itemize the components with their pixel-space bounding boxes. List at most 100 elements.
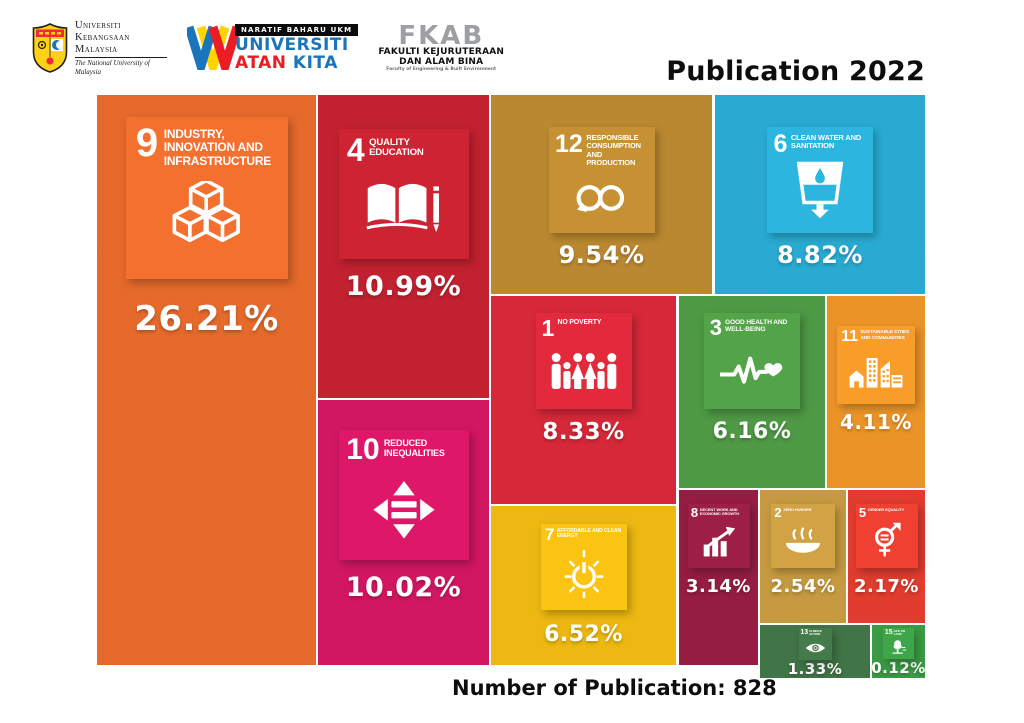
sdg10-title: REDUCED INEQUALITIES	[383, 438, 445, 459]
sdg10-icon-square: 10 REDUCED INEQUALITIES	[338, 430, 469, 560]
fkab-line3: Faculty of Engineering & Built Environme…	[386, 67, 497, 73]
sdg15-number: 15	[884, 628, 893, 636]
sdg5-percent: 2.17%	[854, 576, 919, 597]
sdg3-tile: 3 GOOD HEALTH AND WELL-BEING 6.16%	[679, 296, 825, 488]
sdg7-title: AFFORDABLE AND CLEAN ENERGY	[556, 527, 622, 540]
sdg9-title: INDUSTRY, INNOVATION AND INFRASTRUCTURE	[163, 126, 272, 168]
sdg1-title: NO POVERTY	[557, 319, 602, 327]
sdg13-title: CLIMATE ACTION	[809, 629, 822, 637]
sdg15-tile: 15 LIFE ON LAND 0.12%	[871, 625, 926, 678]
sdg15-icon-square: 15 LIFE ON LAND	[883, 628, 914, 659]
sdg12-tile: 12 RESPONSIBLE CONSUMPTION AND PRODUCTION…	[491, 95, 712, 294]
watan-line1: UNIVERSITI	[235, 35, 349, 56]
sdg1-number: 1	[541, 315, 555, 342]
sdg6-tile: 6 CLEAN WATER AND SANITATION 8.82%	[715, 95, 925, 294]
sdg10-tile: 10 REDUCED INEQUALITIES 10.02%	[318, 400, 489, 665]
sdg1-percent: 8.33%	[542, 419, 625, 445]
sdg6-water-icon	[797, 161, 843, 219]
sdg5-gender-icon	[874, 522, 901, 556]
watan-line2: ATAN KITA	[235, 53, 338, 74]
sdg2-icon-square: 2 ZERO HUNGER	[771, 504, 835, 568]
sdg8-percent: 3.14%	[686, 576, 751, 597]
sdg4-icon-square: 4 QUALITY EDUCATION	[338, 129, 469, 259]
sdg11-city-icon	[849, 357, 903, 388]
sdg8-title: DECENT WORK AND ECONOMIC GROWTH	[699, 506, 739, 516]
sdg1-tile: 1 NO POVERTY 8.33%	[491, 296, 676, 504]
sdg9-percent: 26.21%	[134, 299, 279, 339]
sdg9-tile: 9 INDUSTRY, INNOVATION AND INFRASTRUCTURE…	[97, 95, 316, 665]
fkab-line1: FAKULTI KEJURUTERAAN	[378, 47, 505, 58]
sdg11-icon-square: 11 SUSTAINABLE CITIES AND COMMUNITIES	[837, 326, 915, 404]
sdg13-tile: 13 CLIMATE ACTION 1.33%	[760, 625, 870, 678]
sdg2-number: 2	[774, 504, 782, 520]
sdg4-tile: 4 QUALITY EDUCATION 10.99%	[318, 95, 489, 398]
sdg5-tile: 5 GENDER EQUALITY 2.17%	[848, 490, 925, 623]
sdg7-tile: 7 AFFORDABLE AND CLEAN ENERGY 6.52%	[491, 506, 676, 665]
sdg12-title: RESPONSIBLE CONSUMPTION AND PRODUCTION	[586, 132, 641, 168]
sdg7-energy-icon	[564, 550, 603, 599]
sdg11-tile: 11 SUSTAINABLE CITIES AND COMMUNITIES 4.1…	[827, 296, 925, 488]
ukm-logo: Universiti Kebangsaan Malaysia The Natio…	[32, 20, 167, 77]
sdg8-growth-icon	[703, 526, 735, 557]
sdg5-number: 5	[858, 504, 867, 520]
sdg12-number: 12	[555, 129, 583, 158]
fkab-acronym: FKAB	[398, 20, 485, 51]
logo-row: Universiti Kebangsaan Malaysia The Natio…	[32, 20, 504, 77]
fkab-logo: FKAB FAKULTI KEJURUTERAAN DAN ALAM BINA …	[378, 20, 505, 73]
sdg2-hunger-icon	[785, 526, 821, 553]
total-publications-label: Number of Publication: 828	[452, 676, 777, 700]
ukm-crest-icon	[32, 23, 68, 74]
sdg6-number: 6	[773, 129, 788, 158]
sdg13-climate-eye-icon	[805, 643, 825, 652]
sdg7-percent: 6.52%	[544, 622, 623, 647]
sdg2-title: ZERO HUNGER	[783, 506, 812, 512]
sdg3-title: GOOD HEALTH AND WELL-BEING	[725, 319, 788, 334]
sdg3-heartbeat-icon	[720, 356, 783, 384]
ukm-name-line2: Kebangsaan	[75, 31, 130, 43]
sdg15-title: LIFE ON LAND	[893, 629, 905, 637]
sdg4-percent: 10.99%	[345, 271, 462, 302]
sdg15-percent: 0.12%	[871, 659, 926, 677]
sdg11-number: 11	[841, 327, 859, 345]
sdg11-title: SUSTAINABLE CITIES AND COMMUNITIES	[860, 330, 910, 341]
page-title: Publication 2022	[666, 56, 925, 87]
sdg11-percent: 4.11%	[840, 410, 912, 434]
sdg2-tile: 2 ZERO HUNGER 2.54%	[760, 490, 846, 623]
sdg6-title: CLEAN WATER AND SANITATION	[790, 132, 862, 151]
watan-kita-logo: NARATIF BAHARU UKM UNIVERSITI ATAN KITA	[187, 24, 359, 74]
ukm-name-line3: Malaysia	[75, 43, 118, 55]
sdg1-family-icon	[551, 353, 616, 390]
sdg1-icon-square: 1 NO POVERTY	[535, 313, 632, 409]
sdg9-number: 9	[135, 120, 159, 165]
sdg13-number: 13	[800, 628, 809, 636]
sdg5-icon-square: 5 GENDER EQUALITY	[855, 504, 918, 568]
sdg6-icon-square: 6 CLEAN WATER AND SANITATION	[767, 127, 873, 233]
sdg5-title: GENDER EQUALITY	[867, 506, 905, 512]
sdg7-number: 7	[544, 524, 555, 544]
sdg4-book-icon	[366, 184, 439, 233]
sdg10-percent: 10.02%	[345, 572, 462, 603]
sdg13-percent: 1.33%	[787, 660, 843, 678]
sdg12-infinity-icon	[576, 184, 624, 212]
ukm-name-line1: Universiti	[75, 20, 121, 31]
sdg4-title: QUALITY EDUCATION	[369, 136, 424, 159]
sdg9-icon-square: 9 INDUSTRY, INNOVATION AND INFRASTRUCTURE	[125, 117, 288, 279]
sdg12-percent: 9.54%	[558, 241, 645, 269]
sdg8-tile: 8 DECENT WORK AND ECONOMIC GROWTH 3.14%	[679, 490, 758, 665]
sdg3-number: 3	[709, 314, 722, 340]
sdg13-icon-square: 13 CLIMATE ACTION	[798, 628, 832, 660]
sdg9-cubes-icon	[172, 180, 240, 242]
ukm-tagline: The National University of Malaysia	[75, 57, 167, 77]
sdg10-number: 10	[346, 432, 380, 466]
sdg2-percent: 2.54%	[770, 576, 836, 597]
sdg6-percent: 8.82%	[777, 241, 863, 269]
sdg8-icon-square: 8 DECENT WORK AND ECONOMIC GROWTH	[687, 504, 750, 568]
sdg10-equality-icon	[372, 481, 435, 539]
sdg7-icon-square: 7 AFFORDABLE AND CLEAN ENERGY	[540, 524, 627, 610]
watan-w-icon	[187, 26, 241, 71]
sdg4-number: 4	[346, 132, 365, 169]
sdg3-percent: 6.16%	[712, 419, 792, 444]
fkab-line2: DAN ALAM BINA	[399, 56, 484, 67]
sdg12-icon-square: 12 RESPONSIBLE CONSUMPTION AND PRODUCTION	[548, 127, 655, 233]
sdg3-icon-square: 3 GOOD HEALTH AND WELL-BEING	[704, 313, 800, 409]
